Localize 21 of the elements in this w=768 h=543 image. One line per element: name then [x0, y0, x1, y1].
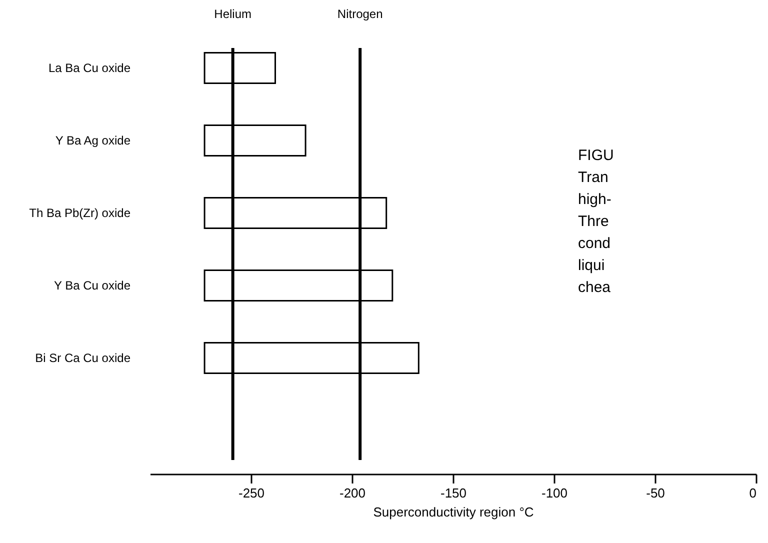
x-tick-label: 0: [749, 486, 756, 500]
x-tick-label: -250: [238, 486, 265, 500]
ref-line-label: Nitrogen: [337, 7, 383, 21]
x-tick-label: -150: [440, 486, 467, 500]
ref-line-label: Helium: [214, 7, 252, 21]
y-tick-label: Th Ba Pb(Zr) oxide: [29, 206, 131, 220]
annotation: FIGU: [578, 147, 614, 164]
annotation: Tran: [578, 169, 608, 186]
y-tick-label: La Ba Cu oxide: [48, 61, 131, 75]
annotation: cond: [578, 235, 611, 252]
y-tick-label: Y Ba Cu oxide: [54, 278, 131, 292]
x-tick-label: -50: [646, 486, 665, 500]
annotation: high-: [578, 191, 612, 208]
x-tick-label: -100: [541, 486, 568, 500]
annotation: Thre: [578, 213, 609, 230]
x-axis-title: Superconductivity region °C: [373, 504, 534, 520]
y-tick-label: Y Ba Ag oxide: [55, 134, 131, 148]
annotation: chea: [578, 279, 612, 296]
y-tick-label: Bi Sr Ca Cu oxide: [35, 351, 131, 365]
x-tick-label: -200: [339, 486, 366, 500]
annotation: liqui: [578, 257, 605, 274]
